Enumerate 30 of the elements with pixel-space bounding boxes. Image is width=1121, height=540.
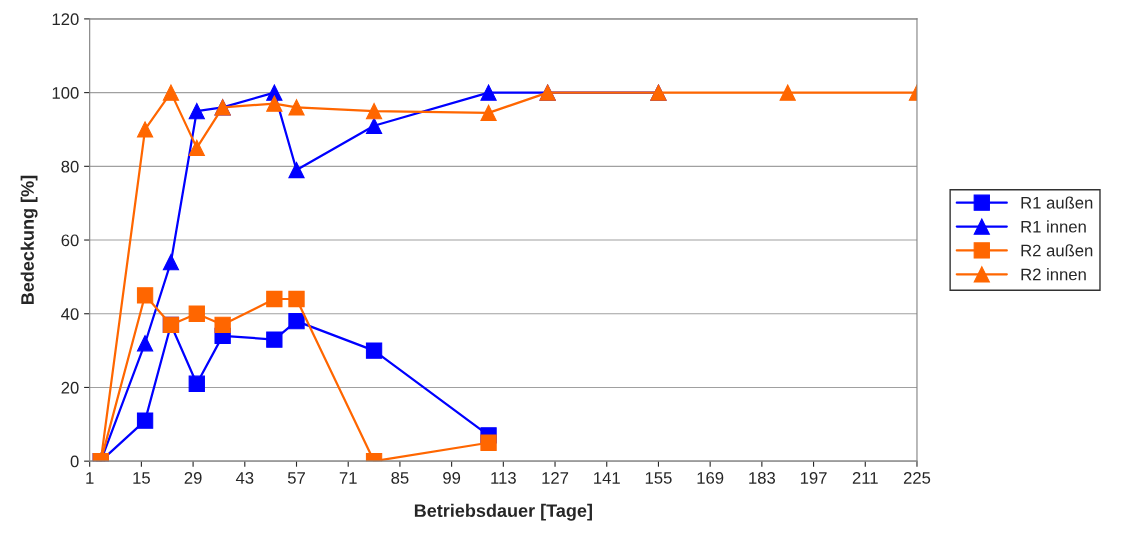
x-tick-label: 127 [542,472,569,484]
legend-label: R1 innen [1021,220,1086,233]
x-tick-label: 29 [184,472,202,484]
x-tick-label: 225 [903,472,931,484]
x-tick-label: 43 [235,472,254,484]
x-tick-label: 141 [594,472,620,484]
legend-label: R1 außen [1021,196,1093,209]
y-tick-label: 40 [61,308,79,320]
x-tick-label: 183 [749,472,776,484]
x-tick-label: 85 [391,472,409,484]
x-tick-label: 211 [852,472,878,484]
x-tick-label: 155 [645,472,672,484]
y-axis-title: Bedeckung [%] [20,175,38,305]
y-tick-label: 60 [61,234,79,247]
x-tick-label: 57 [287,472,305,484]
x-tick-label: 1 [86,472,94,484]
y-tick-label: 100 [52,87,79,99]
x-tick-label: 71 [339,472,357,484]
x-tick-label: 113 [491,472,516,484]
y-tick-label: 120 [52,13,79,26]
y-tick-label: 0 [70,455,79,468]
y-tick-label: 20 [61,381,79,394]
legend-label: R2 innen [1021,268,1086,281]
y-tick-label: 80 [61,160,79,173]
legend-label: R2 außen [1021,244,1093,257]
x-tick-label: 169 [697,472,724,484]
x-axis-title: Betriebsdauer [Tage] [414,503,592,521]
x-tick-label: 15 [133,472,150,484]
x-tick-label: 197 [800,472,827,484]
x-tick-label: 99 [443,472,461,484]
